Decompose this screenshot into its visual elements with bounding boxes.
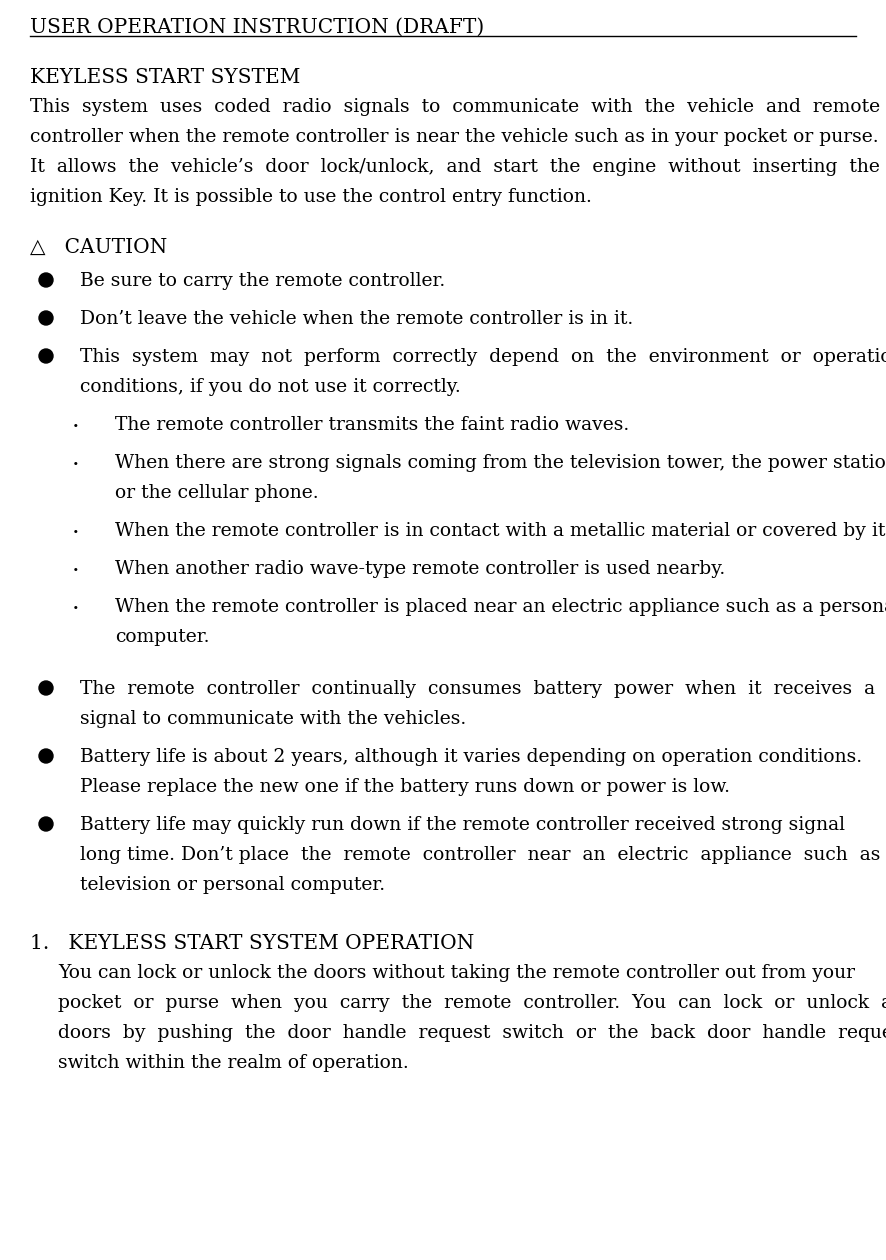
Text: Be sure to carry the remote controller.: Be sure to carry the remote controller.: [80, 272, 446, 290]
Text: KEYLESS START SYSTEM: KEYLESS START SYSTEM: [30, 68, 300, 87]
Text: When the remote controller is in contact with a metallic material or covered by : When the remote controller is in contact…: [115, 522, 886, 541]
Text: The  remote  controller  continually  consumes  battery  power  when  it  receiv: The remote controller continually consum…: [80, 680, 875, 698]
Text: ·: ·: [72, 416, 80, 438]
Text: This  system  uses  coded  radio  signals  to  communicate  with  the  vehicle  : This system uses coded radio signals to …: [30, 98, 880, 116]
Text: ·: ·: [72, 454, 80, 478]
Text: USER OPERATION INSTRUCTION (DRAFT): USER OPERATION INSTRUCTION (DRAFT): [30, 18, 485, 37]
Text: signal to communicate with the vehicles.: signal to communicate with the vehicles.: [80, 709, 466, 728]
Text: ·: ·: [72, 522, 80, 546]
Circle shape: [39, 273, 53, 287]
Text: ·: ·: [72, 559, 80, 583]
Circle shape: [39, 311, 53, 325]
Text: long time. Don’t place  the  remote  controller  near  an  electric  appliance  : long time. Don’t place the remote contro…: [80, 845, 886, 864]
Text: You can lock or unlock the doors without taking the remote controller out from y: You can lock or unlock the doors without…: [58, 964, 855, 982]
Text: Please replace the new one if the battery runs down or power is low.: Please replace the new one if the batter…: [80, 777, 730, 796]
Text: television or personal computer.: television or personal computer.: [80, 876, 385, 895]
Text: switch within the realm of operation.: switch within the realm of operation.: [58, 1055, 408, 1072]
Text: conditions, if you do not use it correctly.: conditions, if you do not use it correct…: [80, 378, 461, 396]
Text: controller when the remote controller is near the vehicle such as in your pocket: controller when the remote controller is…: [30, 129, 879, 146]
Text: 1.   KEYLESS START SYSTEM OPERATION: 1. KEYLESS START SYSTEM OPERATION: [30, 934, 474, 953]
Text: ·: ·: [72, 598, 80, 621]
Circle shape: [39, 748, 53, 764]
Text: doors  by  pushing  the  door  handle  request  switch  or  the  back  door  han: doors by pushing the door handle request…: [58, 1024, 886, 1042]
Text: Battery life is about 2 years, although it varies depending on operation conditi: Battery life is about 2 years, although …: [80, 748, 862, 766]
Text: pocket  or  purse  when  you  carry  the  remote  controller.  You  can  lock  o: pocket or purse when you carry the remot…: [58, 994, 886, 1012]
Text: When another radio wave-type remote controller is used nearby.: When another radio wave-type remote cont…: [115, 559, 726, 578]
Text: △   CAUTION: △ CAUTION: [30, 238, 167, 257]
Text: Don’t leave the vehicle when the remote controller is in it.: Don’t leave the vehicle when the remote …: [80, 310, 633, 328]
Circle shape: [39, 680, 53, 696]
Text: or the cellular phone.: or the cellular phone.: [115, 484, 319, 501]
Text: computer.: computer.: [115, 627, 209, 646]
Text: When the remote controller is placed near an electric appliance such as a person: When the remote controller is placed nea…: [115, 598, 886, 616]
Text: When there are strong signals coming from the television tower, the power statio: When there are strong signals coming fro…: [115, 454, 886, 472]
Text: The remote controller transmits the faint radio waves.: The remote controller transmits the fain…: [115, 416, 629, 433]
Circle shape: [39, 349, 53, 363]
Text: ignition Key. It is possible to use the control entry function.: ignition Key. It is possible to use the …: [30, 188, 592, 205]
Text: It  allows  the  vehicle’s  door  lock/unlock,  and  start  the  engine  without: It allows the vehicle’s door lock/unlock…: [30, 158, 880, 176]
Text: This  system  may  not  perform  correctly  depend  on  the  environment  or  op: This system may not perform correctly de…: [80, 348, 886, 365]
Circle shape: [39, 816, 53, 832]
Text: Battery life may quickly run down if the remote controller received strong signa: Battery life may quickly run down if the…: [80, 816, 845, 834]
